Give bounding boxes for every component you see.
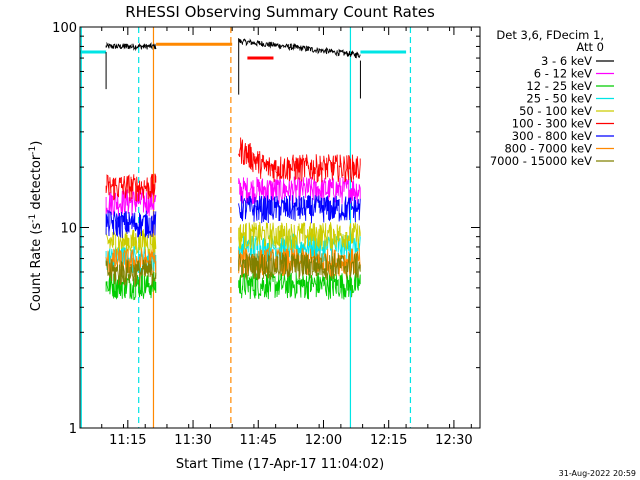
series-6 xyxy=(105,194,361,239)
legend-header-line-2: Att 0 xyxy=(576,40,604,54)
y-tick-label: 10 xyxy=(60,222,77,237)
legend-header-line-1: Det 3,6, FDecim 1, xyxy=(496,28,604,42)
y-tick-label: 1 xyxy=(69,422,77,437)
x-tick-label: 12:15 xyxy=(370,433,407,448)
series-trace-2 xyxy=(105,271,361,301)
series-1 xyxy=(105,176,361,217)
x-tick-label: 11:45 xyxy=(240,433,277,448)
x-tick-label: 12:30 xyxy=(435,433,472,448)
y-axis-label: Count Rate (s-1 detector-1) xyxy=(28,141,44,312)
x-tick-label: 11:15 xyxy=(109,433,146,448)
legend-label-7: 800 - 7000 keV xyxy=(504,142,592,156)
legend-label-3: 25 - 50 keV xyxy=(526,92,592,106)
legend-label-4: 50 - 100 keV xyxy=(519,104,592,118)
series-trace-1 xyxy=(105,176,361,217)
legend-label-6: 300 - 800 keV xyxy=(512,129,592,143)
timestamp: 31-Aug-2022 20:59 xyxy=(559,469,636,478)
y-tick-label: 100 xyxy=(52,21,77,36)
x-axis-label: Start Time (17-Apr-17 11:04:02) xyxy=(176,457,384,472)
chart-title: RHESSI Observing Summary Count Rates xyxy=(125,3,435,21)
series-5 xyxy=(105,137,361,202)
legend-label-1: 6 - 12 keV xyxy=(534,67,592,81)
series-trace-6 xyxy=(105,194,361,239)
legend-label-0: 3 - 6 keV xyxy=(541,54,592,68)
series-0 xyxy=(105,38,361,59)
series-trace-5 xyxy=(105,137,361,202)
series-trace-0 xyxy=(105,38,361,59)
legend-label-8: 7000 - 15000 keV xyxy=(490,154,592,168)
x-tick-label: 12:00 xyxy=(305,433,342,448)
legend-label-2: 12 - 25 keV xyxy=(526,79,592,93)
series-2 xyxy=(105,271,361,301)
legend-label-5: 100 - 300 keV xyxy=(512,117,592,131)
series-trace-8 xyxy=(105,252,361,287)
series-8 xyxy=(105,252,361,287)
x-tick-label: 11:30 xyxy=(174,433,211,448)
